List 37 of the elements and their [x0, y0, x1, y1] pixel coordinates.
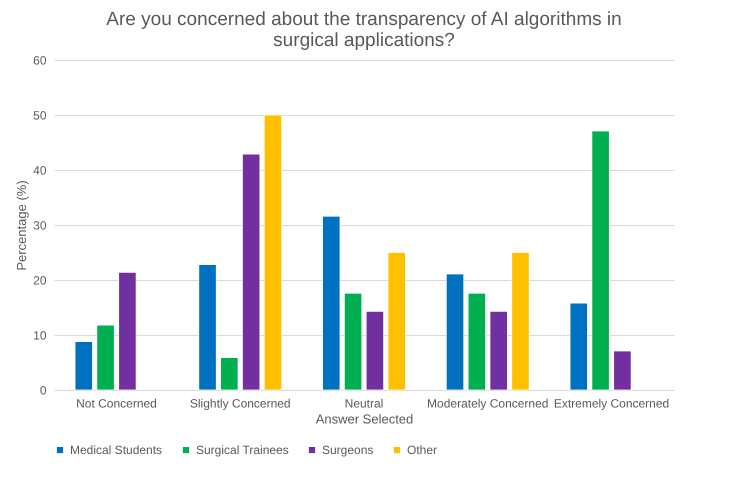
chart-title: Are you concerned about the transparency of AI algorithms in surgical applications? — [106, 9, 622, 51]
y-tick-label: 20 — [33, 274, 47, 288]
bar — [511, 252, 530, 390]
bar — [322, 216, 340, 390]
x-tick-label: Extremely Concerned — [554, 396, 670, 410]
bar — [388, 252, 406, 390]
x-tick-label: Neutral — [344, 396, 384, 410]
bar — [490, 310, 508, 390]
bar — [468, 292, 486, 390]
bar — [344, 292, 362, 390]
y-tick-label: 60 — [33, 54, 47, 68]
y-tick-label: 10 — [33, 328, 47, 342]
x-tick-label: Slightly Concerned — [190, 396, 291, 410]
bar — [366, 310, 384, 390]
x-tick-label: Not Concerned — [76, 396, 157, 410]
bar — [613, 350, 632, 390]
x-tick-label: Moderately Concerned — [427, 396, 548, 410]
x-axis-title: Answer Selected — [316, 412, 414, 426]
legend-label: Medical Students — [70, 443, 162, 458]
legend-label: Other — [407, 443, 438, 458]
bar — [118, 272, 137, 390]
bar — [264, 114, 282, 390]
bar — [242, 154, 260, 390]
bar — [591, 130, 610, 390]
bar — [198, 264, 217, 390]
y-tick-label: 30 — [33, 218, 47, 232]
bar — [220, 357, 238, 390]
legend-label: Surgeons — [322, 443, 374, 458]
legend-label: Surgical Trainees — [196, 443, 289, 458]
bar — [570, 302, 588, 390]
bar — [96, 324, 115, 390]
bar — [446, 274, 464, 390]
bar — [74, 341, 93, 390]
y-axis-title: Percentage (%) — [14, 180, 30, 271]
y-tick-label: 50 — [33, 108, 47, 122]
y-tick-label: 40 — [33, 164, 47, 178]
y-tick-label: 0 — [40, 384, 47, 398]
